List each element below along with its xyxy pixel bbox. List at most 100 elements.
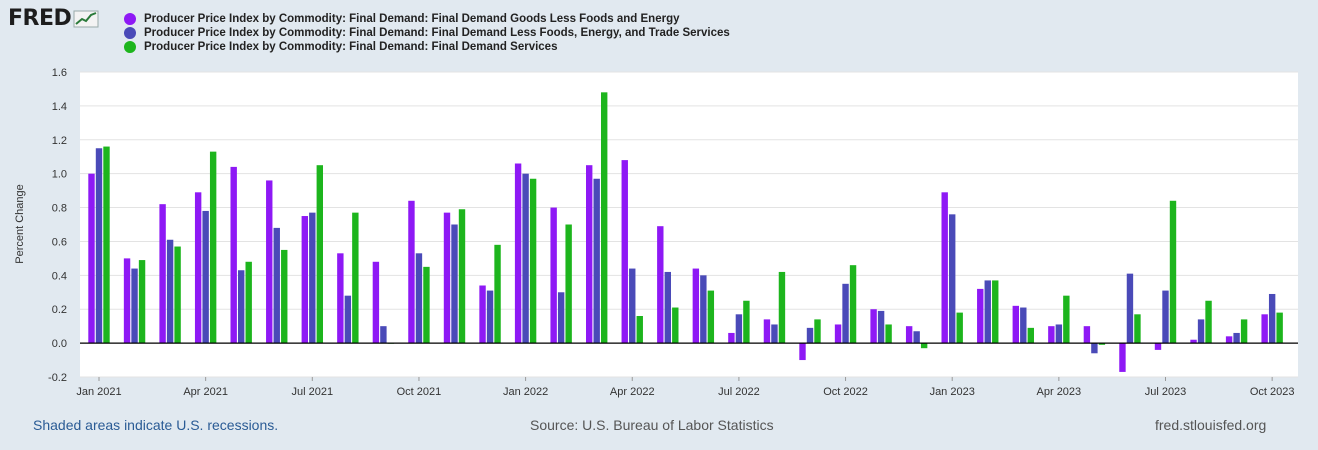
bar[interactable] [1261,314,1268,344]
bar[interactable] [1162,290,1169,344]
bar[interactable] [664,271,671,344]
site-link[interactable]: fred.stlouisfed.org [1155,417,1267,433]
bar[interactable] [877,310,885,344]
bar[interactable] [309,212,316,344]
bar[interactable] [103,146,110,344]
bar[interactable] [834,324,842,344]
bar[interactable] [194,192,202,344]
bar[interactable] [174,246,181,344]
bar[interactable] [479,285,486,344]
bar[interactable] [451,224,458,344]
bar[interactable] [799,343,806,361]
bar[interactable] [514,163,522,344]
bar[interactable] [601,92,608,344]
bar[interactable] [992,280,999,344]
fred-logo[interactable]: FRED [8,6,99,31]
bar[interactable] [977,288,984,344]
bar[interactable] [870,309,877,344]
bar[interactable] [1233,332,1240,344]
bar[interactable] [316,165,323,344]
bar[interactable] [593,178,600,344]
bar[interactable] [1126,273,1134,344]
bar[interactable] [771,324,778,344]
bar[interactable] [672,307,679,344]
bar[interactable] [636,316,643,344]
bar[interactable] [266,180,273,344]
bar[interactable] [209,151,217,344]
bar[interactable] [1205,300,1212,344]
bar[interactable] [920,343,928,349]
bar[interactable] [1276,312,1283,344]
bar[interactable] [728,332,735,344]
bar[interactable] [95,148,103,344]
bar[interactable] [1083,326,1091,344]
bar[interactable] [1190,339,1197,344]
bar[interactable] [301,216,308,344]
bar[interactable] [230,166,237,344]
bar[interactable] [1154,343,1162,350]
bar[interactable] [486,290,494,344]
bar[interactable] [202,210,209,344]
bar[interactable] [743,300,750,344]
bar[interactable] [1020,307,1027,344]
bar[interactable] [1055,324,1063,344]
bar[interactable] [1169,200,1177,344]
bar[interactable] [849,265,857,344]
legend-item[interactable]: Producer Price Index by Commodity: Final… [124,40,730,54]
bar[interactable] [956,312,963,344]
bar[interactable] [344,295,352,344]
bar[interactable] [159,204,166,344]
bar[interactable] [778,271,786,344]
bar[interactable] [1048,326,1055,344]
bar[interactable] [1240,319,1248,344]
bar[interactable] [380,326,387,344]
bar[interactable] [1197,319,1205,344]
bar[interactable] [1098,343,1106,345]
bar[interactable] [408,200,415,344]
bar[interactable] [885,324,892,344]
bar[interactable] [88,173,95,344]
bar[interactable] [1091,343,1098,354]
bar[interactable] [337,253,344,344]
bar[interactable] [352,212,359,344]
bar[interactable] [735,314,743,344]
bar[interactable] [913,331,920,344]
bar[interactable] [557,292,565,344]
bar[interactable] [657,226,664,344]
bar[interactable] [842,283,849,344]
bar[interactable] [1134,314,1141,344]
bar[interactable] [941,192,948,344]
bar[interactable] [692,268,700,344]
bar[interactable] [245,261,252,344]
bar[interactable] [700,275,707,344]
bar[interactable] [1225,336,1233,344]
legend-item[interactable]: Producer Price Index by Commodity: Final… [124,12,730,26]
bar[interactable] [415,253,423,344]
bar[interactable] [621,160,628,344]
bar[interactable] [443,212,451,344]
bar[interactable] [707,290,715,344]
bar[interactable] [550,207,557,344]
bar[interactable] [565,224,572,344]
bar[interactable] [423,266,430,344]
bar[interactable] [131,268,138,344]
legend-item[interactable]: Producer Price Index by Commodity: Final… [124,26,730,40]
bar[interactable] [281,249,288,344]
bar[interactable] [238,270,245,344]
bar[interactable] [1268,293,1276,344]
bar[interactable] [1012,305,1019,344]
bar[interactable] [1027,327,1034,344]
bar[interactable] [458,209,466,344]
bar[interactable] [372,261,380,344]
bar[interactable] [905,326,913,344]
bar[interactable] [586,165,593,344]
bar[interactable] [1063,295,1070,344]
bar[interactable] [273,227,280,344]
bar[interactable] [949,214,956,344]
bar[interactable] [629,268,636,344]
bar[interactable] [494,244,501,344]
bar[interactable] [529,178,537,344]
bar[interactable] [138,260,146,344]
bar[interactable] [806,327,814,344]
bar[interactable] [1119,343,1126,372]
